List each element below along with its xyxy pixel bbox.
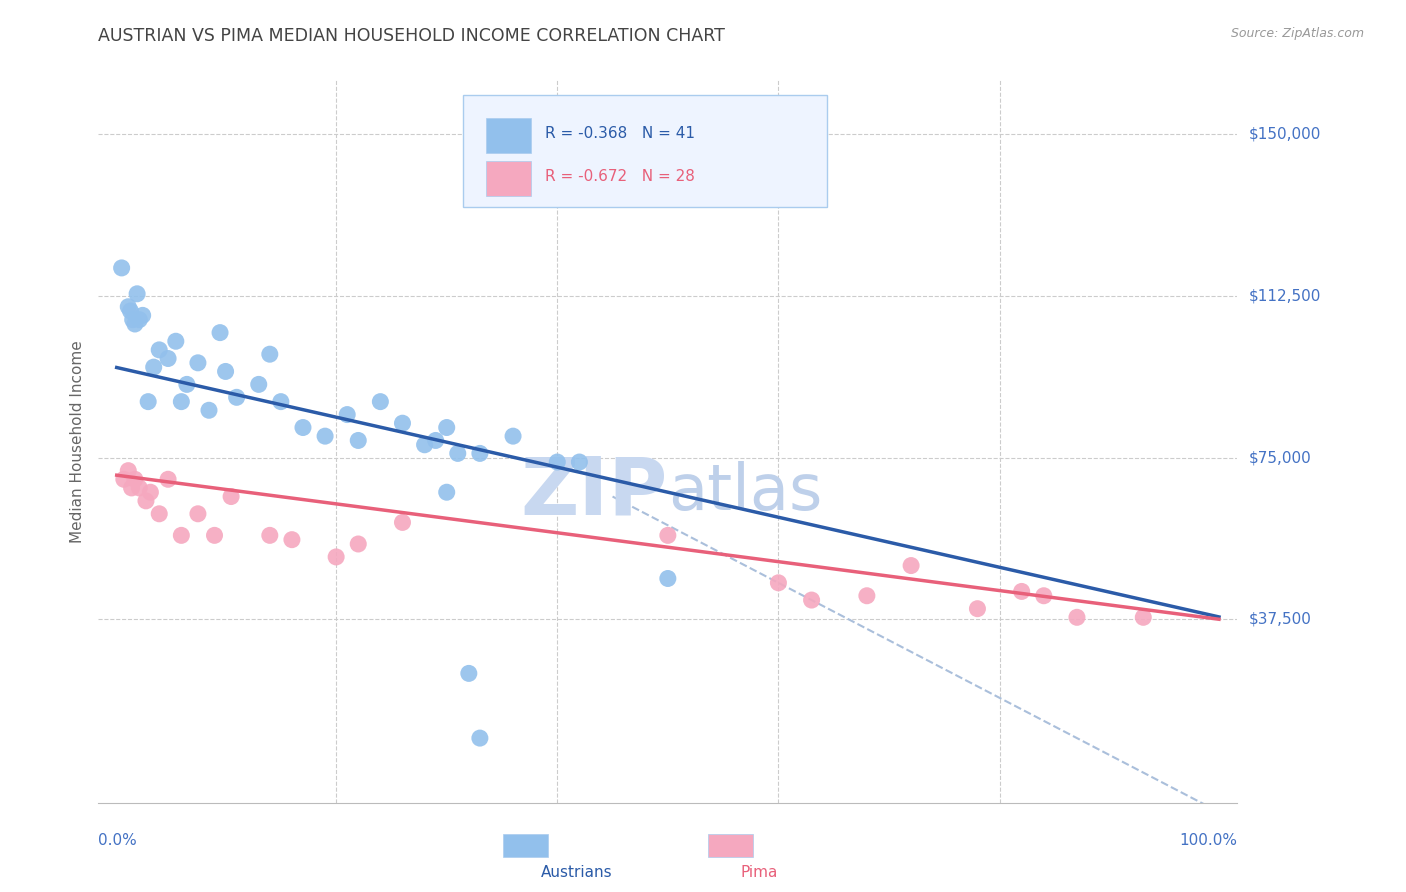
Text: 100.0%: 100.0% [1180, 833, 1237, 848]
Point [165, 334, 187, 349]
Point [214, 364, 236, 378]
Text: atlas: atlas [668, 461, 823, 523]
Point [768, 575, 790, 590]
Point [142, 360, 165, 375]
Text: R = -0.368   N = 41: R = -0.368 N = 41 [546, 126, 695, 141]
Point [546, 455, 568, 469]
Point [219, 490, 242, 504]
Point [391, 416, 413, 430]
Point [391, 516, 413, 530]
Point [347, 537, 370, 551]
Point [436, 485, 458, 500]
Point [800, 593, 823, 607]
Point [425, 434, 447, 448]
Point [436, 420, 458, 434]
Point [468, 446, 491, 460]
Point [314, 429, 336, 443]
Point [187, 356, 209, 370]
Point [336, 408, 359, 422]
Text: Source: ZipAtlas.com: Source: ZipAtlas.com [1230, 27, 1364, 40]
Point [135, 493, 157, 508]
Point [247, 377, 270, 392]
Point [170, 528, 193, 542]
Point [148, 343, 170, 357]
Point [117, 464, 139, 478]
Point [157, 351, 180, 366]
Text: Austrians: Austrians [541, 865, 613, 880]
Point [1032, 589, 1054, 603]
Point [413, 438, 436, 452]
Bar [707, 834, 754, 857]
Point [657, 572, 679, 586]
Point [128, 481, 150, 495]
Text: ZIP: ZIP [520, 453, 668, 531]
Text: $75,000: $75,000 [1249, 450, 1312, 466]
Bar [485, 118, 531, 153]
Point [121, 312, 143, 326]
Point [121, 481, 143, 495]
Point [900, 558, 922, 573]
Point [270, 394, 292, 409]
Point [198, 403, 221, 417]
Point [127, 286, 149, 301]
Point [281, 533, 304, 547]
Point [1132, 610, 1154, 624]
Text: 0.0%: 0.0% [98, 833, 138, 848]
Point [148, 507, 170, 521]
Point [370, 394, 392, 409]
Point [291, 420, 314, 434]
Point [1011, 584, 1033, 599]
Bar [503, 834, 548, 857]
Point [204, 528, 226, 542]
Text: $150,000: $150,000 [1249, 127, 1320, 142]
Point [966, 601, 988, 615]
Point [657, 528, 679, 542]
Point [120, 304, 142, 318]
Point [111, 260, 134, 275]
Text: R = -0.672   N = 28: R = -0.672 N = 28 [546, 169, 695, 184]
Point [259, 347, 281, 361]
Point [325, 549, 347, 564]
Point [209, 326, 232, 340]
FancyBboxPatch shape [463, 95, 827, 207]
Text: $37,500: $37,500 [1249, 612, 1312, 627]
Point [187, 507, 209, 521]
Text: AUSTRIAN VS PIMA MEDIAN HOUSEHOLD INCOME CORRELATION CHART: AUSTRIAN VS PIMA MEDIAN HOUSEHOLD INCOME… [98, 27, 725, 45]
Y-axis label: Median Household Income: Median Household Income [69, 340, 84, 543]
Point [176, 377, 198, 392]
Point [157, 472, 180, 486]
Point [347, 434, 370, 448]
Point [128, 312, 150, 326]
Point [170, 394, 193, 409]
Text: Pima: Pima [741, 865, 778, 880]
Point [117, 300, 139, 314]
Point [124, 472, 146, 486]
Point [457, 666, 479, 681]
Point [124, 317, 146, 331]
Point [468, 731, 491, 745]
Point [131, 309, 153, 323]
Point [1066, 610, 1088, 624]
Point [139, 485, 162, 500]
Point [259, 528, 281, 542]
Point [136, 394, 159, 409]
Point [447, 446, 470, 460]
Point [568, 455, 591, 469]
Point [856, 589, 879, 603]
Text: $112,500: $112,500 [1249, 288, 1320, 303]
Point [502, 429, 524, 443]
Point [225, 390, 247, 404]
Point [112, 472, 135, 486]
Bar [485, 161, 531, 196]
